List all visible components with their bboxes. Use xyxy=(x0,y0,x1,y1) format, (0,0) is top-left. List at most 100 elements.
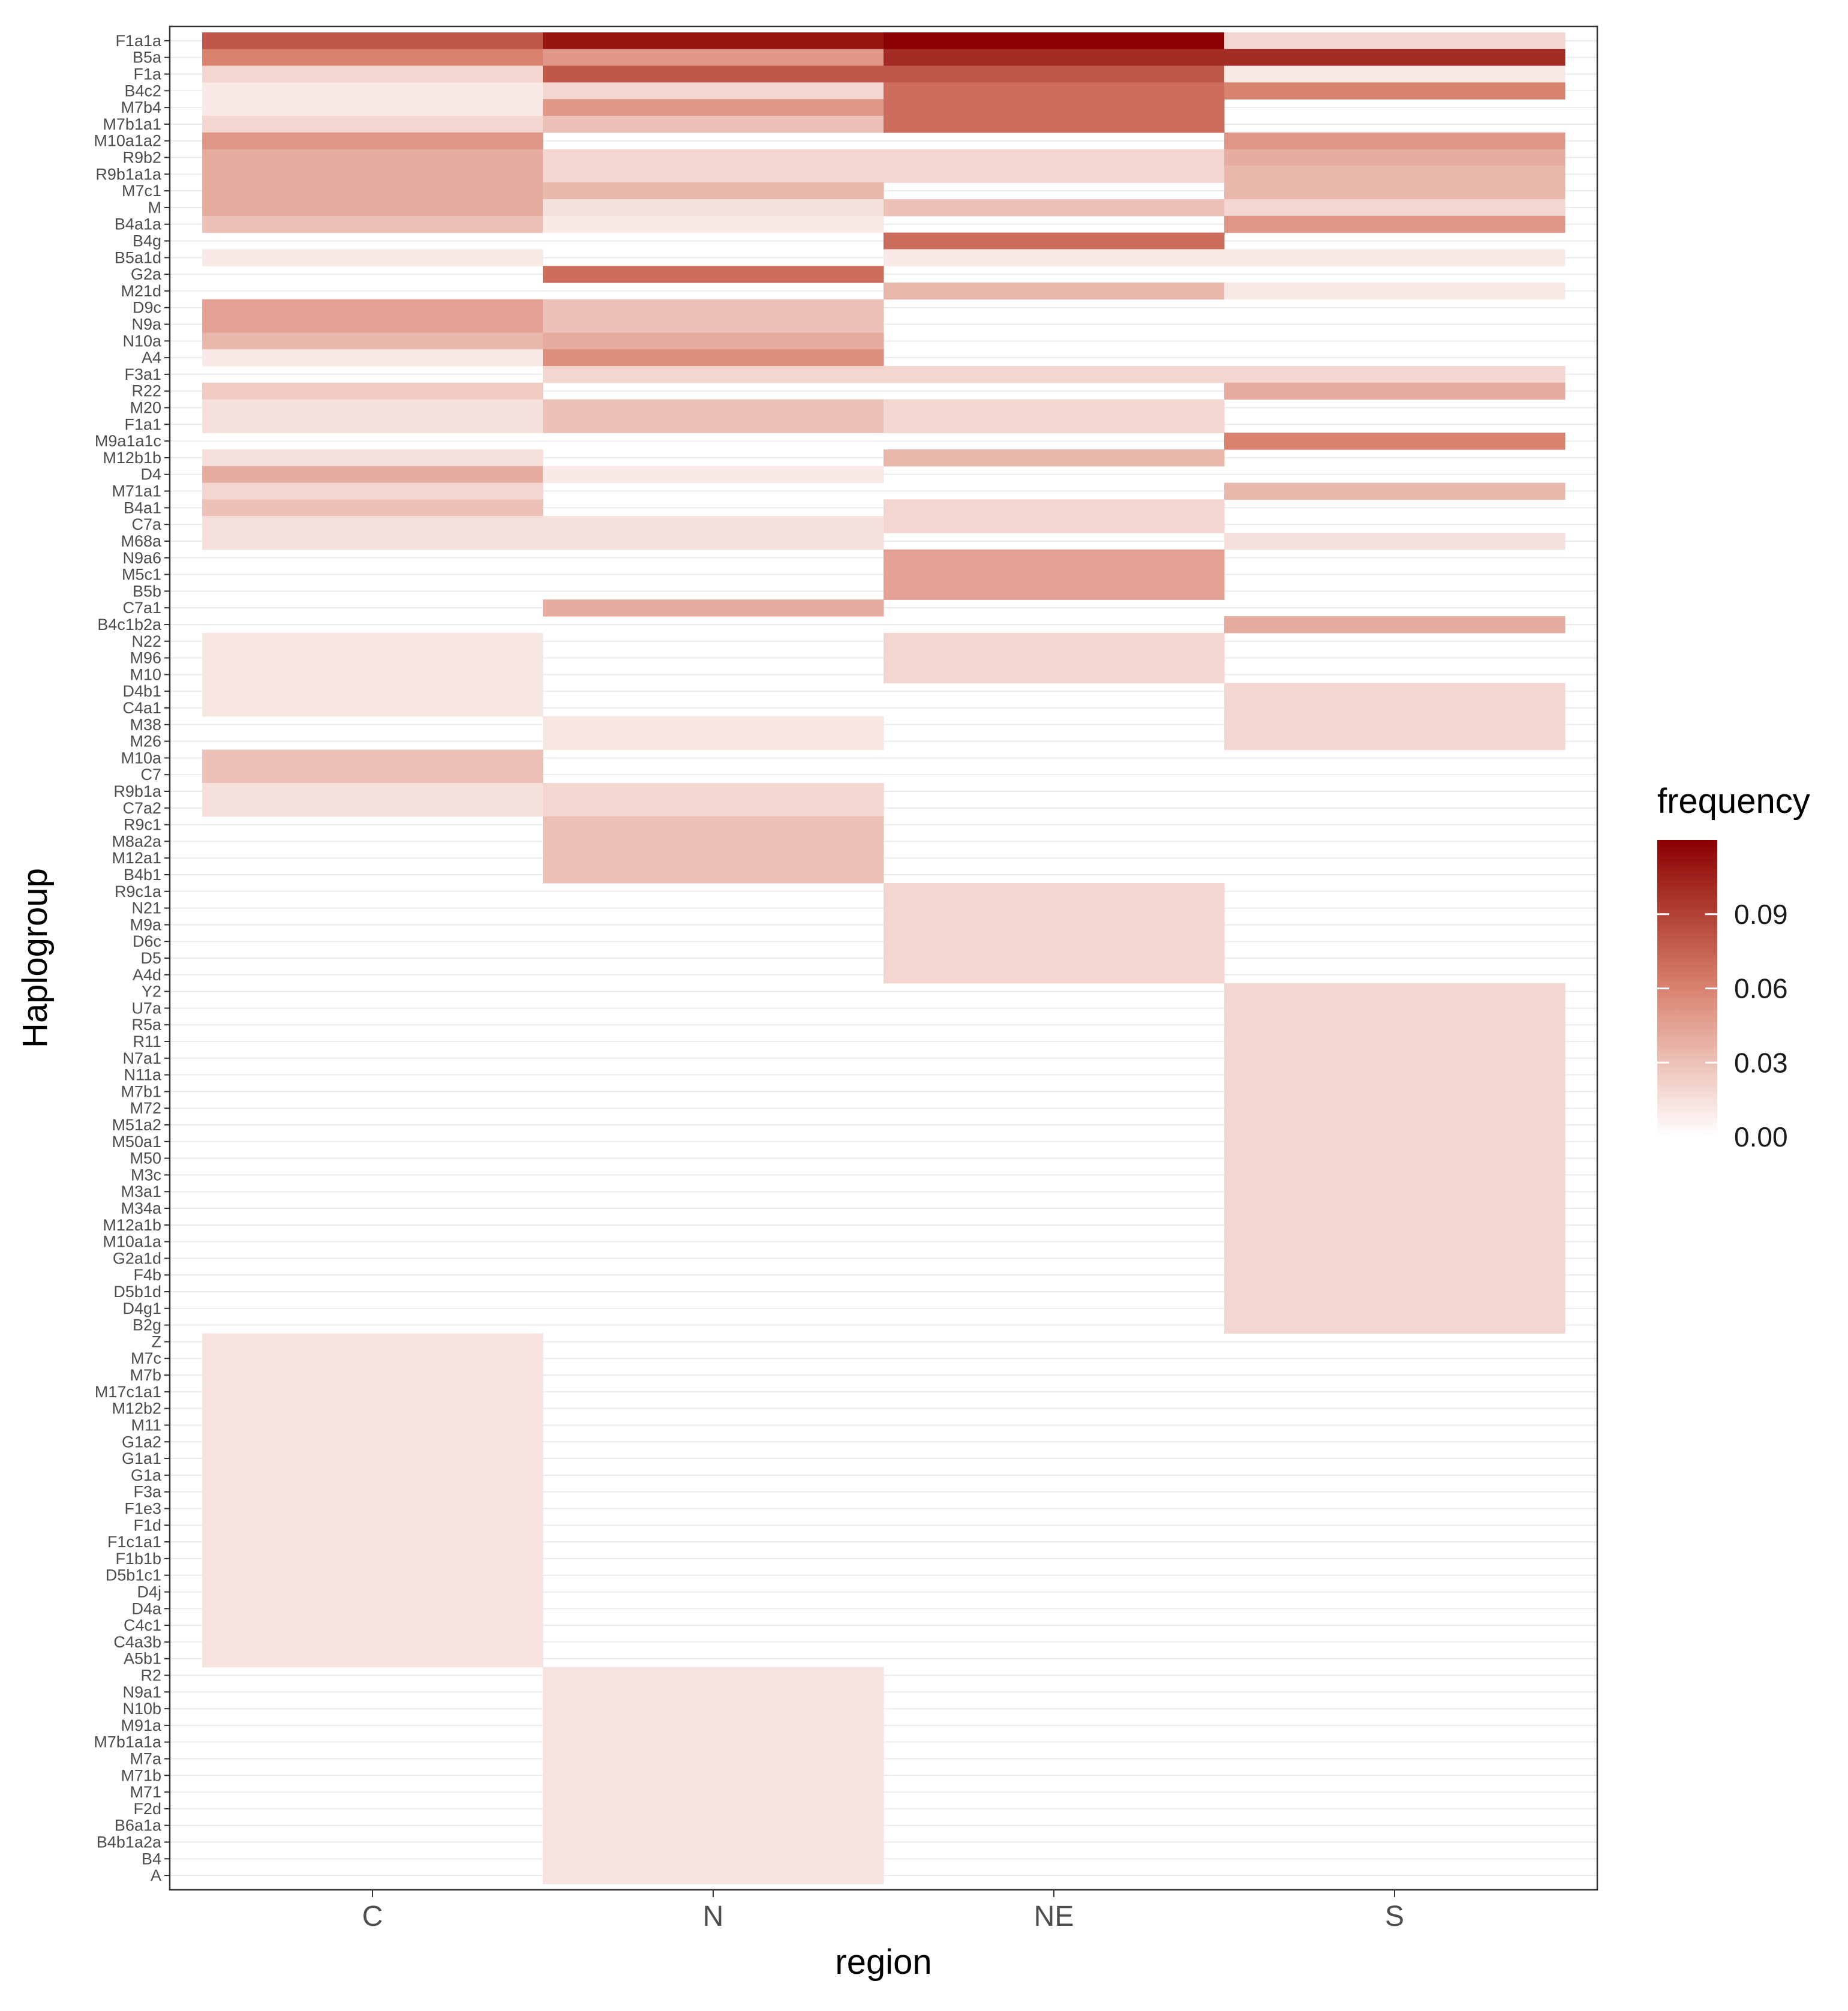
heatmap-cell xyxy=(884,249,1225,266)
heatmap-cell xyxy=(1224,616,1565,634)
y-tick-label: N7a1 xyxy=(122,1049,161,1067)
heatmap-cell xyxy=(202,1383,543,1401)
y-tick-label: F1a1 xyxy=(124,415,161,433)
y-tick-label: F1a xyxy=(133,65,162,83)
y-tick-label: B4c2 xyxy=(124,82,161,100)
heatmap-cell xyxy=(202,649,543,667)
heatmap-cell xyxy=(1224,1016,1565,1034)
heatmap-cell xyxy=(543,199,884,217)
heatmap-cell xyxy=(543,99,884,116)
heatmap-cell xyxy=(543,1867,884,1884)
y-tick-label: D4g1 xyxy=(122,1299,161,1317)
y-tick-label: F1a1a xyxy=(115,32,162,50)
heatmap-cell xyxy=(884,916,1225,934)
heatmap-cell xyxy=(543,816,884,834)
heatmap-cell xyxy=(884,116,1225,133)
heatmap-cell xyxy=(1224,199,1565,217)
heatmap-cell xyxy=(202,1433,543,1451)
heatmap-cell xyxy=(202,766,543,784)
heatmap-cell xyxy=(543,49,884,67)
heatmap-cell xyxy=(1224,166,1565,183)
y-tick-label: M21d xyxy=(121,282,161,300)
heatmap-cell xyxy=(543,1733,884,1751)
y-tick-label: C7 xyxy=(140,766,161,784)
heatmap-cell xyxy=(543,799,884,817)
heatmap-cell xyxy=(543,116,884,133)
heatmap-cell xyxy=(202,399,543,417)
y-tick-label: B4g xyxy=(133,232,161,250)
heatmap-cell xyxy=(1224,1116,1565,1134)
y-tick-label: B5b xyxy=(133,582,161,600)
y-tick-label: M7a xyxy=(130,1749,162,1767)
heatmap-cell xyxy=(884,99,1225,116)
heatmap-cell xyxy=(202,1367,543,1384)
y-axis-tick-labels: F1a1aB5aF1aB4c2M7b4M7b1a1M10a1a2R9b2R9b1… xyxy=(94,32,162,1884)
heatmap-cell xyxy=(543,416,884,433)
y-tick-label: F1d xyxy=(133,1516,161,1534)
y-tick-label: M12a1 xyxy=(112,849,161,867)
heatmap-cell xyxy=(543,366,884,383)
y-tick-label: A4d xyxy=(133,966,161,984)
heatmap-cell xyxy=(884,199,1225,217)
heatmap-cell xyxy=(543,215,884,233)
heatmap-cell xyxy=(543,349,884,367)
heatmap-cell xyxy=(1224,433,1565,450)
heatmap-cell xyxy=(202,799,543,817)
y-tick-label: N9a xyxy=(131,316,162,334)
heatmap-cell xyxy=(202,1617,543,1634)
y-tick-label: F3a xyxy=(133,1483,162,1501)
legend-tick-labels: 0.00 0.03 0.06 0.09 xyxy=(1734,899,1788,1152)
heatmap-cells xyxy=(202,32,1565,1884)
heatmap-cell xyxy=(1224,1299,1565,1317)
heatmap-cell xyxy=(202,332,543,350)
heatmap-cell xyxy=(1224,1000,1565,1017)
y-tick-label: N10b xyxy=(122,1700,161,1718)
y-tick-label: M3c xyxy=(131,1166,161,1184)
y-tick-label: M10a1a xyxy=(103,1233,162,1251)
y-tick-label: F2d xyxy=(133,1800,161,1818)
heatmap-cell xyxy=(543,466,884,484)
y-axis-ticks xyxy=(164,40,170,1877)
heatmap-cell xyxy=(543,166,884,183)
heatmap-cell xyxy=(202,32,543,50)
heatmap-cell xyxy=(1224,1100,1565,1117)
y-tick-label: G1a2 xyxy=(122,1433,161,1451)
y-tick-label: G2a1d xyxy=(113,1249,161,1267)
heatmap-cell xyxy=(202,65,543,83)
heatmap-cell xyxy=(543,1850,884,1868)
y-tick-label: M12b1b xyxy=(103,449,161,467)
heatmap-cell xyxy=(202,482,543,500)
y-tick-label: A5b1 xyxy=(124,1650,161,1668)
legend-tick-label: 0.03 xyxy=(1734,1047,1788,1078)
heatmap-cell xyxy=(884,549,1225,567)
heatmap-cell xyxy=(543,1700,884,1718)
heatmap-cell xyxy=(543,316,884,334)
y-tick-label: F3a1 xyxy=(124,365,161,383)
y-tick-label: M7c1 xyxy=(122,182,161,200)
heatmap-cell xyxy=(1224,1049,1565,1067)
heatmap-cell xyxy=(543,1784,884,1801)
heatmap-cell xyxy=(884,566,1225,584)
y-tick-label: M12a1b xyxy=(103,1216,161,1234)
heatmap-cell xyxy=(543,149,884,167)
y-tick-label: A4 xyxy=(142,349,161,367)
heatmap-cell xyxy=(543,299,884,317)
heatmap-cell xyxy=(202,1533,543,1551)
x-axis-ticks xyxy=(372,1890,1395,1897)
heatmap-cell xyxy=(1224,1216,1565,1234)
y-tick-label: M71 xyxy=(130,1783,161,1801)
heatmap-cell xyxy=(202,533,543,550)
y-tick-label: M9a xyxy=(130,916,162,934)
y-tick-label: C4a3b xyxy=(113,1633,161,1651)
y-tick-label: F1b1b xyxy=(115,1550,161,1568)
heatmap-cell xyxy=(202,215,543,233)
heatmap-cell xyxy=(202,116,543,133)
y-tick-label: C7a xyxy=(131,515,162,533)
heatmap-cell xyxy=(1224,533,1565,550)
heatmap-cell xyxy=(884,32,1225,50)
heatmap-cell xyxy=(1224,283,1565,300)
heatmap-cell xyxy=(1224,1233,1565,1251)
heatmap-cell xyxy=(543,1683,884,1701)
heatmap-cell xyxy=(884,416,1225,433)
